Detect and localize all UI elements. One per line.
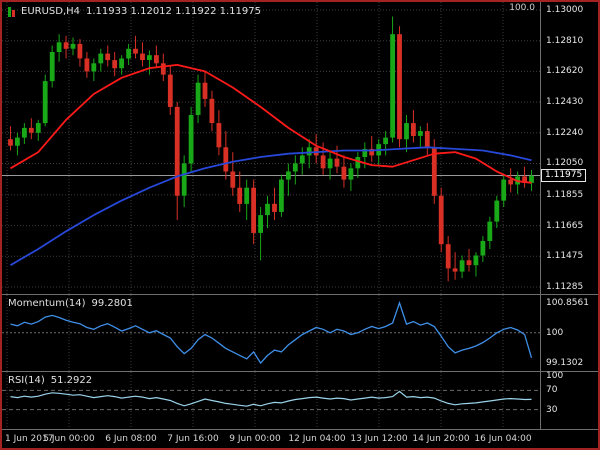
main-grid	[2, 2, 540, 294]
symbol-timeframe-label: EURUSD,H4	[21, 6, 81, 17]
main-chart-panel: EURUSD,H4 1.11933 1.12012 1.11922 1.1197…	[2, 2, 598, 294]
momentum-line	[10, 300, 533, 365]
time-axis-label: 9 Jun 00:00	[229, 434, 281, 444]
panel-separator	[2, 429, 598, 430]
panel-separator	[2, 371, 598, 372]
rsi-value: 51.2922	[50, 375, 93, 386]
momentum-grid	[6, 295, 504, 371]
price-scale-label: 1.11665	[546, 220, 584, 231]
candles	[8, 16, 534, 282]
momentum-scale[interactable]: 100.8561 100 99.1302	[540, 295, 598, 371]
price-scale-label: 1.13000	[546, 5, 584, 15]
time-axis-label: 1 Jun 2017	[5, 434, 54, 444]
momentum-name: Momentum(14)	[8, 298, 86, 309]
rsi-scale[interactable]: 100 70 30	[540, 371, 598, 429]
chart-header: EURUSD,H4 1.11933 1.12012 1.11922 1.1197…	[8, 6, 261, 17]
chart-symbol-icon	[8, 6, 15, 17]
momentum-panel: Momentum(14) 99.2801 100.8561 100 99.1302	[2, 295, 598, 371]
time-axis-label: 12 Jun 04:00	[288, 434, 346, 444]
rsi-scale-label: 100	[546, 371, 564, 381]
rsi-label: RSI(14) 51.2922	[8, 375, 92, 386]
rsi-canvas[interactable]	[2, 372, 540, 429]
momentum-canvas[interactable]	[2, 295, 540, 371]
main-chart-plot[interactable]: EURUSD,H4 1.11933 1.12012 1.11922 1.1197…	[2, 2, 540, 294]
time-axis-label: 14 Jun 20:00	[412, 434, 470, 444]
main-chart-canvas[interactable]	[2, 2, 540, 294]
momentum-value: 99.2801	[91, 298, 133, 309]
ma-fast-red-line	[10, 64, 532, 184]
price-scale[interactable]: 1.11975 1.13000 1.12810 1.12620 1.12430 1.12…	[540, 2, 598, 294]
momentum-label: Momentum(14) 99.2801	[8, 298, 133, 309]
ohlc-readout: 1.11933 1.12012 1.11922 1.11975	[86, 6, 261, 17]
rsi-grid	[6, 372, 504, 429]
ma-slow-blue-line	[10, 146, 532, 266]
momentum-scale-label: 100.8561	[546, 298, 589, 308]
rsi-plot[interactable]: RSI(14) 51.2922	[2, 372, 540, 429]
momentum-plot[interactable]: Momentum(14) 99.2801	[2, 295, 540, 371]
time-axis-label: 6 Jun 08:00	[105, 434, 157, 444]
momentum-scale-label: 100	[546, 327, 564, 338]
fibo-100-label: 100.0	[509, 3, 535, 13]
price-scale-label: 1.12620	[546, 66, 584, 77]
price-scale-label: 1.12430	[546, 97, 584, 108]
time-axis-label: 7 Jun 16:00	[167, 434, 219, 444]
rsi-scale-label: 70	[546, 385, 558, 396]
time-axis-label: 16 Jun 04:00	[474, 434, 532, 444]
time-axis-label: 13 Jun 12:00	[350, 434, 408, 444]
price-scale-label: 1.12240	[546, 127, 584, 138]
current-price-tag: 1.11975	[541, 168, 587, 182]
price-scale-label: 1.11475	[546, 251, 584, 262]
momentum-scale-label: 99.1302	[546, 358, 584, 368]
panel-separator	[2, 294, 598, 295]
rsi-name: RSI(14)	[8, 375, 45, 386]
rsi-line	[10, 390, 532, 407]
price-scale-label: 1.12810	[546, 35, 584, 46]
rsi-scale-label: 30	[546, 404, 558, 415]
time-axis-label: 5 Jun 00:00	[43, 434, 95, 444]
price-scale-label: 1.11285	[546, 282, 584, 292]
price-scale-label: 1.12050	[546, 158, 584, 169]
price-scale-label: 1.11855	[546, 189, 584, 200]
rsi-panel: RSI(14) 51.2922 100 70 30	[2, 371, 598, 429]
time-axis[interactable]: 1 Jun 2017 5 Jun 00:00 6 Jun 08:00 7 Jun 16…	[2, 430, 598, 448]
